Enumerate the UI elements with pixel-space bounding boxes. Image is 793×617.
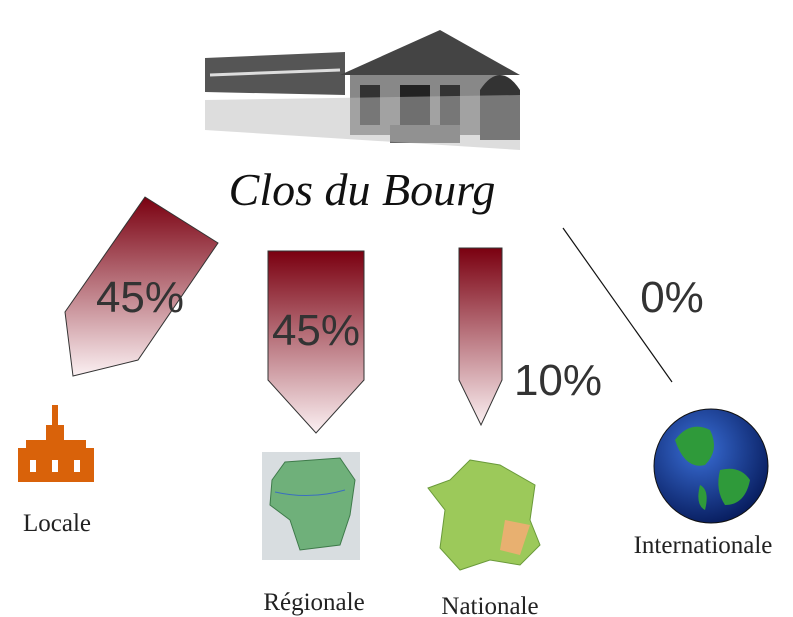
church-icon: [18, 405, 94, 482]
arrow: [458, 247, 503, 427]
node-label: Régionale: [263, 589, 364, 616]
share: 45%: [96, 273, 184, 322]
share: 45%: [272, 306, 360, 355]
share: 0%: [640, 273, 704, 322]
node-label: Locale: [23, 510, 91, 537]
arrow-line: [562, 227, 673, 383]
arrow: [64, 196, 219, 377]
logo: Clos du Bourg: [195, 10, 530, 222]
globe-icon: [653, 408, 769, 524]
france-map: [427, 459, 541, 571]
arrow: [267, 250, 365, 434]
region-map: [262, 452, 360, 560]
share: 10%: [514, 356, 602, 405]
node-label: Nationale: [441, 593, 538, 617]
node-label: Internationale: [634, 532, 773, 559]
logo-title: Clos du Bourg: [229, 164, 496, 215]
